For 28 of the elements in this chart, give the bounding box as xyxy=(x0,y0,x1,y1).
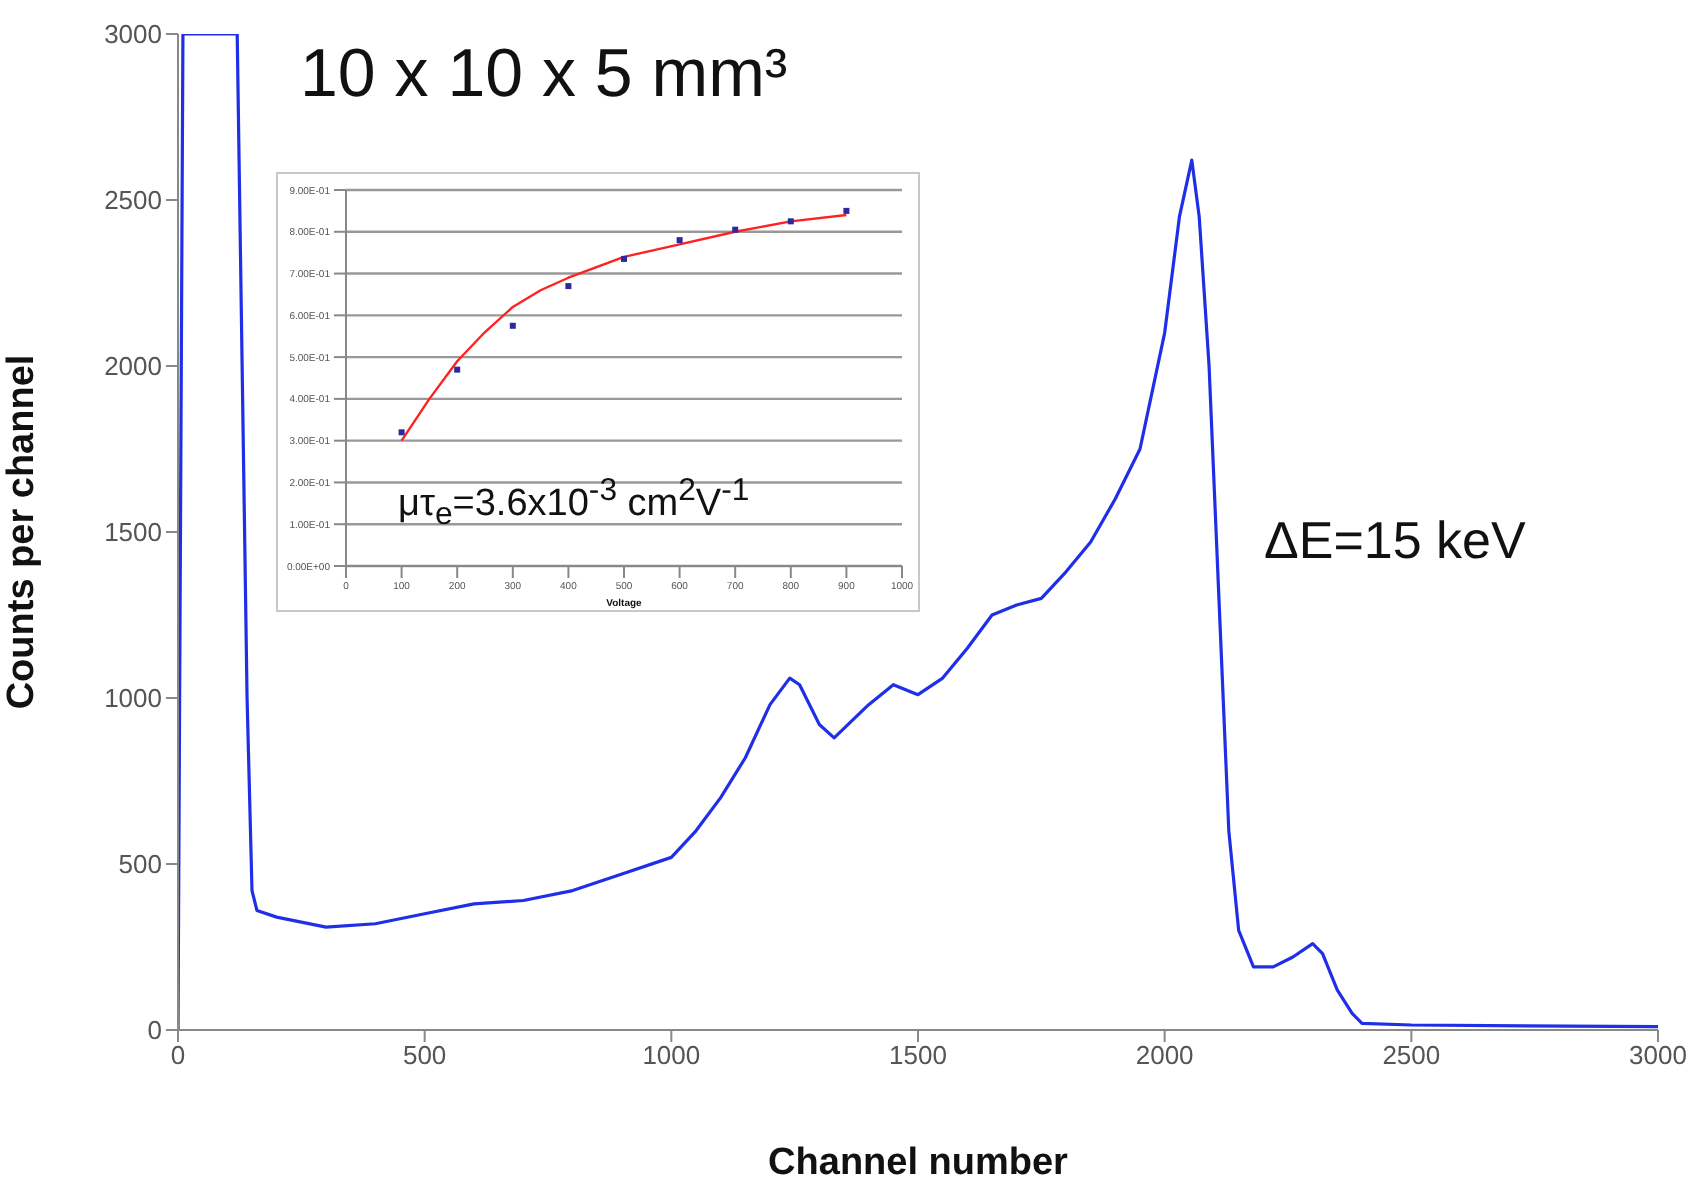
annotation: 10 x 10 x 5 mm³ xyxy=(300,36,788,114)
point xyxy=(621,255,627,262)
annotation: ΔE=15 keV xyxy=(1264,510,1526,572)
x-tick-label: 3000 xyxy=(1629,1040,1687,1071)
point xyxy=(398,429,405,436)
point xyxy=(732,226,739,233)
x-tick-label: 1500 xyxy=(889,1040,947,1071)
point xyxy=(509,322,516,329)
annotation: μτ$_{e}$=3.6x10$^{-3}$ cm$^{2}$V$^{-1}$ xyxy=(398,474,750,535)
y-tick-label: 1500 xyxy=(104,517,162,548)
y-tick-label: 2500 xyxy=(104,185,162,216)
point xyxy=(565,283,572,290)
point xyxy=(454,366,461,373)
point xyxy=(843,207,850,214)
y-tick-label: 2000 xyxy=(104,351,162,382)
x-tick-label: 500 xyxy=(402,1040,447,1071)
y-axis-title: Counts per channel xyxy=(1,354,44,710)
y-tick-label: 500 xyxy=(118,849,162,880)
y-tick-label: 1000 xyxy=(104,683,162,714)
x-tick-label: 1000 xyxy=(642,1040,701,1071)
x-tick-label: 2000 xyxy=(1135,1040,1194,1071)
y-tick-label: 0 xyxy=(147,1015,162,1046)
x-axis-title: Channel number xyxy=(768,1142,1070,1184)
x-tick-label: 2500 xyxy=(1382,1040,1441,1071)
point xyxy=(787,218,794,225)
x-tick-label: 0 xyxy=(170,1040,186,1071)
point xyxy=(676,237,683,244)
y-tick-label: 3000 xyxy=(104,19,162,50)
